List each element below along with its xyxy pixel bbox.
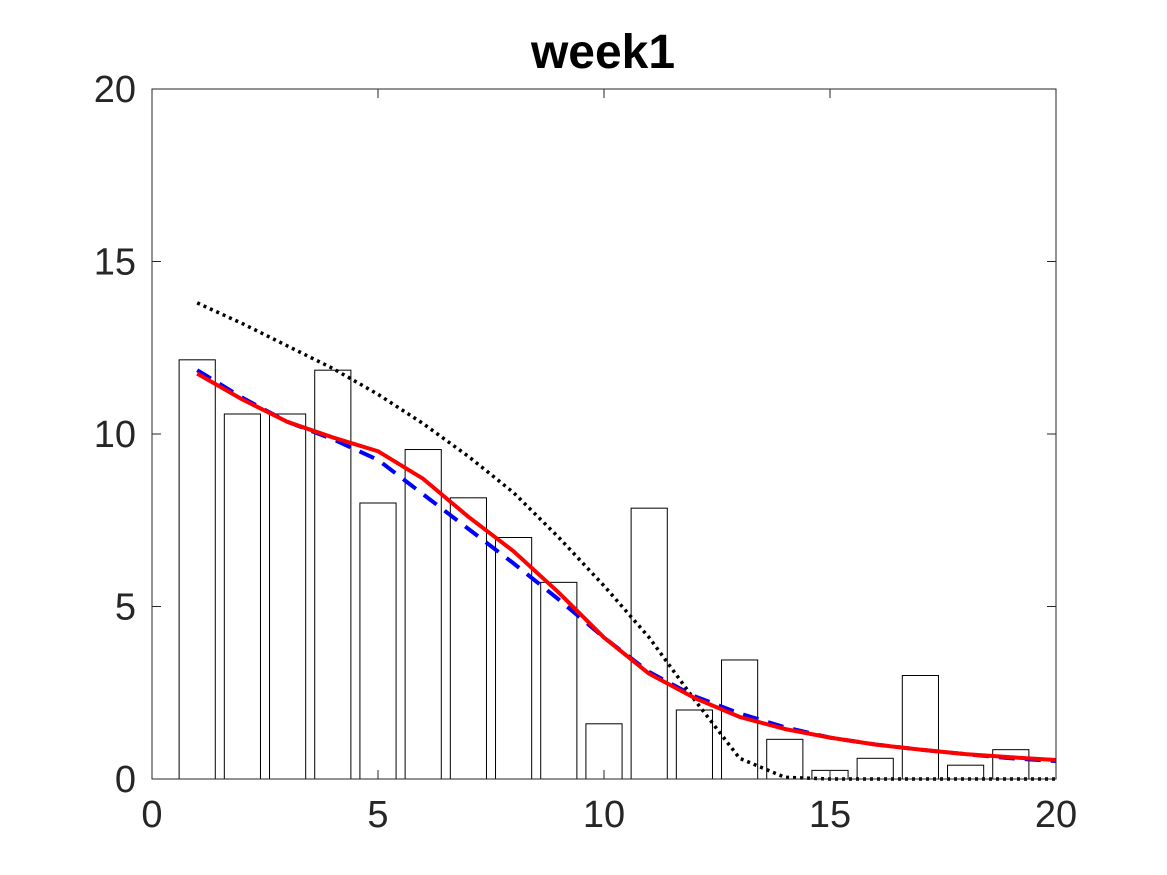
- bar-9: [540, 581, 578, 780]
- bar-1: [178, 359, 216, 780]
- x-tick-label: 15: [809, 794, 851, 836]
- bar-6: [404, 449, 442, 780]
- y-tick-label: 10: [94, 414, 136, 456]
- bar-17: [901, 675, 939, 780]
- x-tick-label: 0: [141, 794, 162, 836]
- bars-layer: [178, 359, 1030, 780]
- y-tick-label: 15: [94, 242, 136, 284]
- bar-8: [495, 537, 533, 780]
- x-tick-label: 10: [583, 794, 625, 836]
- y-tick-label: 5: [115, 587, 136, 629]
- chart-title: week1: [530, 26, 675, 79]
- series-line-dashed: [196, 368, 1057, 764]
- bar-16: [856, 757, 894, 780]
- bar-3: [269, 413, 307, 780]
- bar-14: [766, 738, 804, 780]
- y-tick-label: 0: [115, 759, 136, 801]
- bar-11: [630, 507, 668, 780]
- bar-12: [675, 709, 713, 780]
- bar-2: [223, 413, 261, 780]
- bar-7: [449, 497, 487, 780]
- x-tick-label: 5: [367, 794, 388, 836]
- x-tick-label: 20: [1035, 794, 1077, 836]
- bar-18: [947, 764, 985, 780]
- bar-19: [992, 749, 1030, 780]
- bar-5: [359, 502, 397, 780]
- series-line-solid: [196, 371, 1057, 763]
- y-tick-label: 20: [94, 69, 136, 111]
- ticks: 0 5 10 15 20 0 5 10 15 20: [94, 69, 1077, 836]
